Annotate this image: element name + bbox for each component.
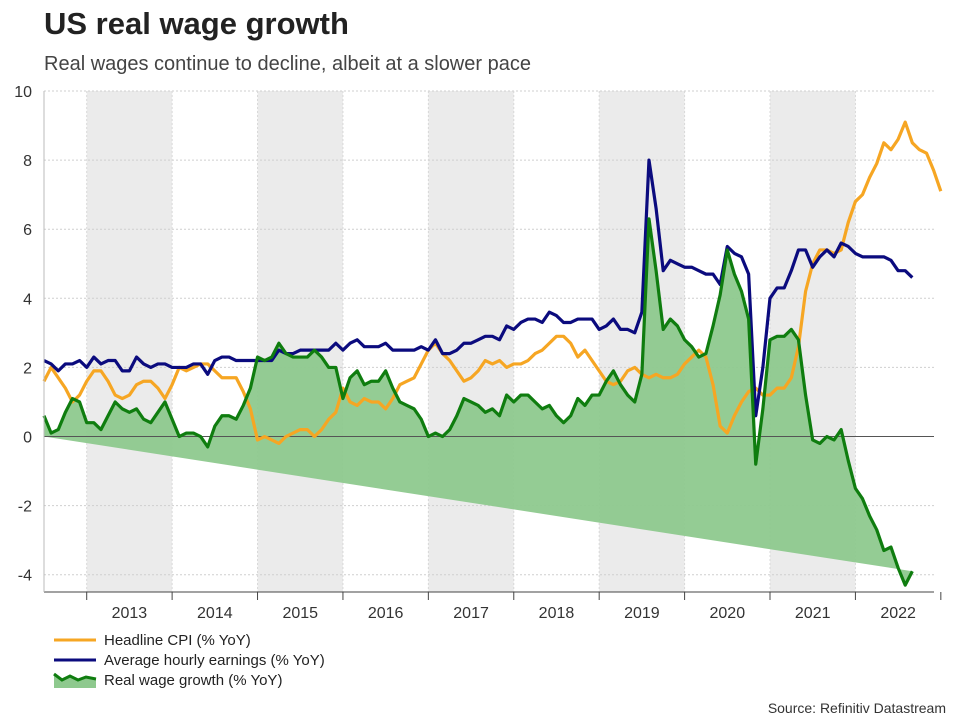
y-tick-label: 8 — [23, 153, 32, 170]
legend-swatch-cpi — [54, 638, 96, 642]
x-tick-label: 2017 — [453, 605, 489, 622]
series-line-real-wage — [42, 217, 914, 587]
series-line-cpi — [42, 120, 943, 446]
x-tick-label: 2022 — [880, 605, 916, 622]
x-tick-label: 2014 — [197, 605, 233, 622]
y-tick-label: 4 — [23, 291, 32, 308]
x-tick-label: 2021 — [795, 605, 831, 622]
y-tick-label: -2 — [18, 499, 32, 516]
legend-swatch-earnings — [54, 658, 96, 662]
y-tick-label: 10 — [14, 84, 32, 101]
legend-label-cpi: Headline CPI (% YoY) — [104, 631, 251, 649]
x-tick-label: 2018 — [539, 605, 575, 622]
x-tick-label: 2013 — [112, 605, 148, 622]
legend-label-real-wage: Real wage growth (% YoY) — [104, 671, 283, 689]
x-tick-label: 2016 — [368, 605, 404, 622]
x-tick-label: 2019 — [624, 605, 660, 622]
real-wage-area — [44, 218, 913, 586]
series-line-earnings — [43, 158, 914, 418]
legend-label-earnings: Average hourly earnings (% YoY) — [104, 651, 325, 669]
legend-swatch-real-wage — [53, 672, 97, 688]
legend-item-real-wage: Real wage growth (% YoY) — [52, 670, 325, 690]
y-tick-label: 6 — [23, 222, 32, 239]
y-tick-label: -4 — [18, 568, 32, 585]
y-tick-label: 2 — [23, 360, 32, 377]
x-tick-label: 2020 — [710, 605, 746, 622]
legend-item-cpi: Headline CPI (% YoY) — [52, 630, 325, 650]
x-tick-label: 2015 — [282, 605, 318, 622]
chart-subtitle: Real wages continue to decline, albeit a… — [44, 53, 531, 75]
chart-title: US real wage growth — [44, 6, 349, 41]
y-tick-label: 0 — [23, 430, 32, 447]
year-band-2013 — [86, 91, 173, 592]
legend: Headline CPI (% YoY) Average hourly earn… — [52, 630, 325, 690]
year-band-2015 — [257, 91, 343, 592]
legend-item-earnings: Average hourly earnings (% YoY) — [52, 650, 325, 670]
source-note: Source: Refinitiv Datastream — [767, 700, 946, 716]
